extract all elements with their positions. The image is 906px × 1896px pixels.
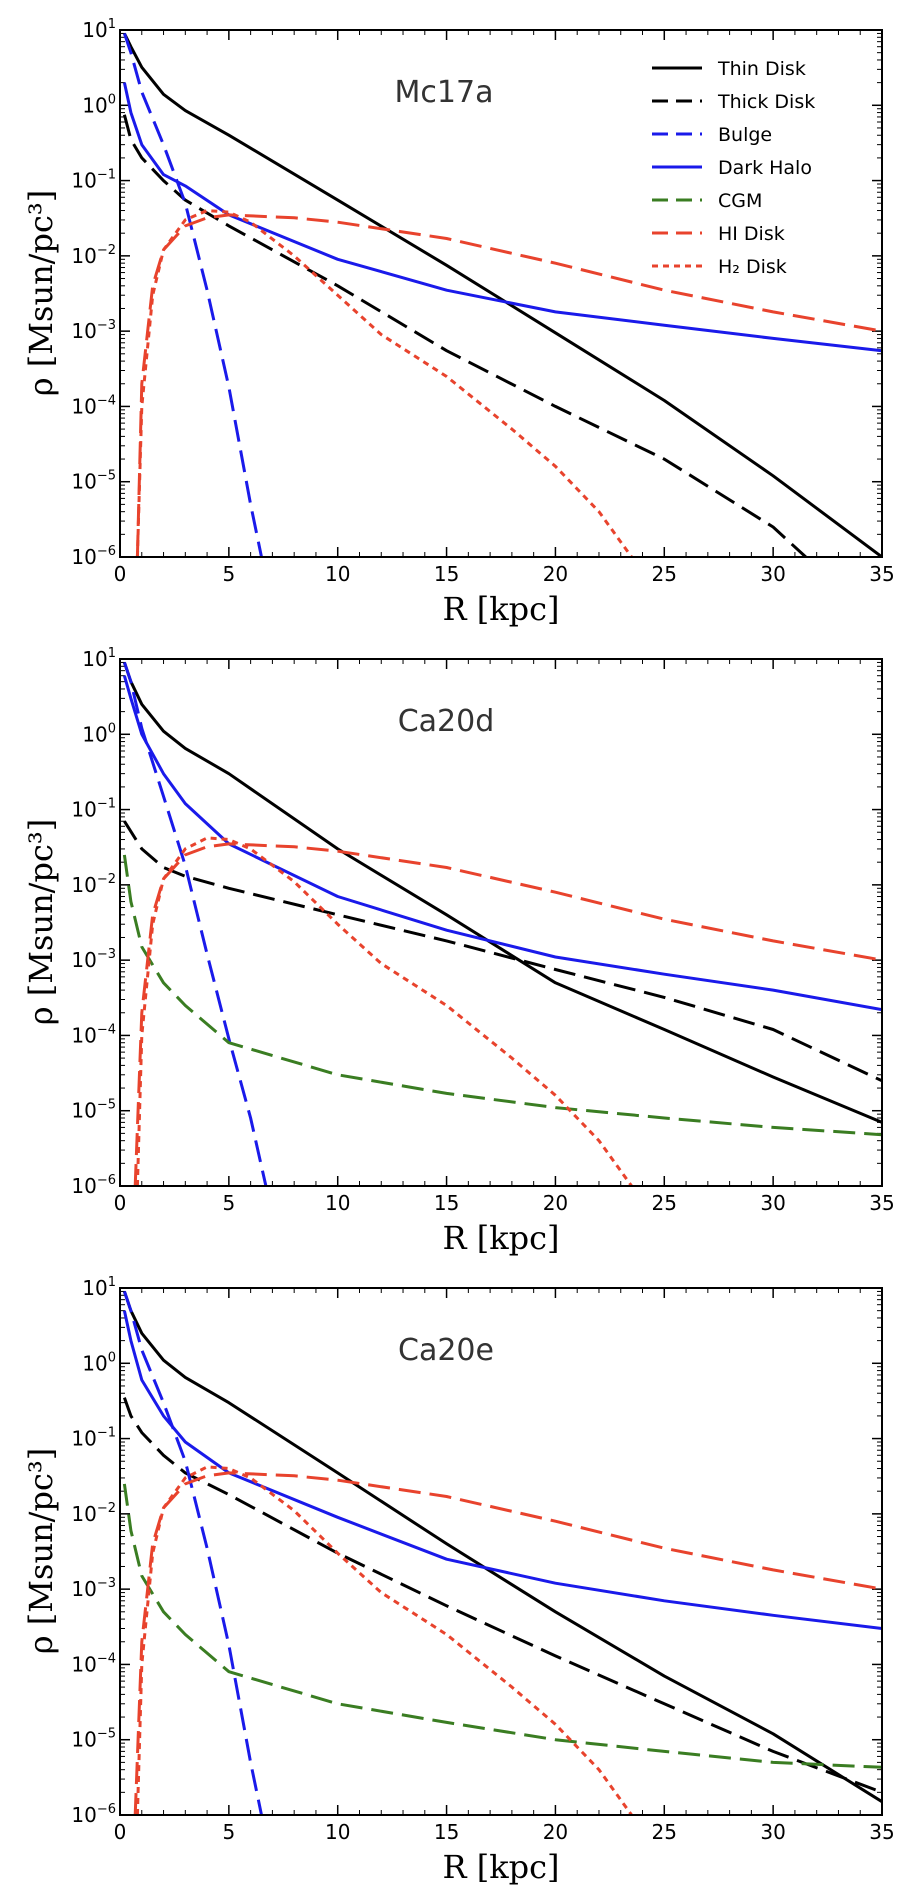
x-tick-label: 20 bbox=[543, 1820, 568, 1844]
series-line-bulge bbox=[122, 661, 268, 1186]
x-tick-label: 15 bbox=[434, 1191, 459, 1215]
legend-label: Thin Disk bbox=[717, 58, 806, 80]
y-tick-label: 10−1 bbox=[71, 1426, 116, 1451]
plot-frame bbox=[119, 658, 883, 1187]
series-line-dark-halo bbox=[122, 675, 882, 1012]
series-line-dark-halo bbox=[122, 1310, 882, 1630]
y-tick-label: 10−2 bbox=[71, 243, 116, 268]
x-tick-label: 30 bbox=[760, 562, 785, 586]
y-tick-label: 10−2 bbox=[71, 1501, 116, 1526]
series-line-thin-disk bbox=[122, 1290, 882, 1803]
x-tick-label: 25 bbox=[652, 562, 677, 586]
x-axis-label: R [kpc] bbox=[442, 590, 559, 628]
x-tick-label: 35 bbox=[869, 1820, 894, 1844]
legend: Thin Disk Thick Disk Bulge Dark Halo CGM HI D… bbox=[652, 58, 815, 278]
legend-label: HI Disk bbox=[718, 223, 785, 245]
panel-title: Mc17a bbox=[395, 75, 494, 110]
x-tick-label: 35 bbox=[869, 562, 894, 586]
y-axis-label: ρ [Msun/pc³] bbox=[22, 1448, 60, 1654]
axis-ticks: 0 5 10 15 20 25 30 35 101 100 10−1 10−2 10−3 10−4 10−5… bbox=[71, 17, 894, 586]
plot-frame bbox=[119, 1287, 883, 1816]
panel-title: Ca20e bbox=[398, 1333, 494, 1368]
x-tick-label: 10 bbox=[325, 1191, 350, 1215]
legend-label: Dark Halo bbox=[718, 157, 812, 179]
y-tick-label: 10−4 bbox=[71, 393, 116, 418]
y-tick-label: 100 bbox=[82, 721, 116, 746]
y-tick-label: 10−2 bbox=[71, 872, 116, 897]
series-line-cgm bbox=[122, 1483, 882, 1769]
y-tick-label: 10−3 bbox=[71, 1576, 116, 1601]
x-tick-label: 20 bbox=[543, 1191, 568, 1215]
series-line-thin-disk bbox=[123, 32, 882, 557]
series-group bbox=[122, 1290, 882, 1815]
panel-ca20e: 0 5 10 15 20 25 30 35 101 100 10−1 10−2 10−3 10−4 10−5… bbox=[22, 1275, 895, 1886]
y-tick-label: 101 bbox=[82, 1275, 116, 1300]
panel-title: Ca20d bbox=[398, 704, 495, 739]
y-tick-label: 10−1 bbox=[71, 168, 116, 193]
y-axis-label: ρ [Msun/pc³] bbox=[22, 819, 60, 1025]
legend-label: H₂ Disk bbox=[718, 256, 787, 278]
x-tick-label: 25 bbox=[652, 1820, 677, 1844]
plot-frame bbox=[119, 29, 883, 558]
y-tick-label: 100 bbox=[82, 92, 116, 117]
x-tick-label: 30 bbox=[760, 1820, 785, 1844]
legend-label: CGM bbox=[718, 190, 762, 212]
series-line-bulge bbox=[122, 32, 263, 557]
x-tick-label: 10 bbox=[325, 1820, 350, 1844]
series-group bbox=[122, 32, 882, 557]
y-tick-label: 10−4 bbox=[71, 1651, 116, 1676]
series-line-h-disk bbox=[135, 209, 633, 557]
series-line-cgm bbox=[122, 854, 882, 1137]
y-tick-label: 10−6 bbox=[71, 544, 116, 569]
y-tick-label: 10−5 bbox=[71, 469, 116, 494]
y-tick-label: 10−3 bbox=[71, 318, 116, 343]
x-tick-label: 5 bbox=[222, 1820, 235, 1844]
legend-label: Bulge bbox=[718, 124, 772, 146]
y-tick-label: 10−5 bbox=[71, 1727, 116, 1752]
x-tick-label: 5 bbox=[222, 562, 235, 586]
series-line-thick-disk bbox=[122, 1397, 882, 1794]
x-tick-label: 15 bbox=[434, 1820, 459, 1844]
y-tick-label: 10−6 bbox=[71, 1802, 116, 1827]
series-line-thick-disk bbox=[123, 820, 882, 1083]
x-tick-label: 25 bbox=[652, 1191, 677, 1215]
series-line-h-disk bbox=[135, 836, 633, 1186]
y-tick-label: 10−1 bbox=[71, 797, 116, 822]
x-axis-label: R [kpc] bbox=[442, 1848, 559, 1886]
y-tick-label: 100 bbox=[82, 1350, 116, 1375]
x-tick-label: 0 bbox=[114, 562, 127, 586]
y-tick-label: 10−4 bbox=[71, 1022, 116, 1047]
panel-ca20d: 0 5 10 15 20 25 30 35 101 100 10−1 10−2 10−3 10−4 10−5… bbox=[22, 646, 895, 1257]
series-line-h-disk bbox=[135, 1465, 633, 1815]
x-tick-label: 35 bbox=[869, 1191, 894, 1215]
axis-ticks: 0 5 10 15 20 25 30 35 101 100 10−1 10−2 10−3 10−4 10−5… bbox=[71, 1275, 894, 1844]
y-tick-label: 101 bbox=[82, 17, 116, 42]
axis-ticks: 0 5 10 15 20 25 30 35 101 100 10−1 10−2 10−3 10−4 10−5… bbox=[71, 646, 894, 1215]
y-tick-label: 10−3 bbox=[71, 947, 116, 972]
series-line-bulge bbox=[122, 1290, 263, 1815]
x-tick-label: 5 bbox=[222, 1191, 235, 1215]
panel-mc17a: 0 5 10 15 20 25 30 35 101 100 10−1 10−2 10−3 10−4 10−5… bbox=[22, 17, 895, 628]
y-tick-label: 10−6 bbox=[71, 1173, 116, 1198]
series-line-thin-disk bbox=[122, 661, 882, 1124]
series-line-dark-halo bbox=[122, 82, 882, 353]
x-tick-label: 0 bbox=[114, 1820, 127, 1844]
x-axis-label: R [kpc] bbox=[442, 1219, 559, 1257]
x-tick-label: 20 bbox=[543, 562, 568, 586]
x-tick-label: 15 bbox=[434, 562, 459, 586]
y-axis-label: ρ [Msun/pc³] bbox=[22, 190, 60, 396]
series-group bbox=[122, 661, 882, 1186]
series-line-thick-disk bbox=[122, 114, 807, 557]
series-line-hi-disk bbox=[133, 842, 882, 1186]
x-tick-label: 30 bbox=[760, 1191, 785, 1215]
y-tick-label: 101 bbox=[82, 646, 116, 671]
series-line-hi-disk bbox=[135, 213, 882, 557]
x-tick-label: 10 bbox=[325, 562, 350, 586]
y-tick-label: 10−5 bbox=[71, 1098, 116, 1123]
x-tick-label: 0 bbox=[114, 1191, 127, 1215]
legend-label: Thick Disk bbox=[717, 91, 815, 113]
series-line-hi-disk bbox=[133, 1471, 882, 1815]
